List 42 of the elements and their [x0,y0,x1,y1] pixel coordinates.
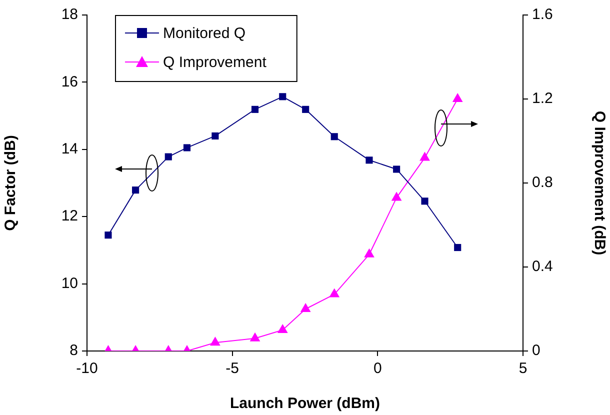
y2-tick-label: 0 [532,342,540,360]
point [132,186,140,194]
y2-tick-label: 0.8 [532,174,553,192]
point [164,153,172,160]
y2-tick-label: 1.2 [532,90,553,108]
x-tick-label: -5 [226,360,240,378]
point [391,192,402,201]
y2-axis-title: Q Improvement (dB) [590,110,608,256]
point [364,248,374,258]
point [212,132,219,140]
point [329,288,340,298]
y-axis-title: Q Factor (dB) [2,135,20,231]
point [277,324,288,333]
point [210,336,220,346]
point [250,332,260,342]
x-tick-label: 5 [518,360,528,378]
point [454,244,462,252]
x-tick-label: 0 [373,360,382,378]
point [300,303,311,312]
legend-label: Q Improvement [163,54,268,72]
point [393,166,400,173]
y-tick-label: 16 [61,73,78,90]
y-tick-label: 8 [70,342,78,360]
y2-tick-label: 1.6 [532,6,553,24]
point [366,156,373,164]
y-tick-label: 12 [61,208,78,225]
point [104,232,112,239]
point [251,106,259,113]
legend-label: Monitored Q [163,25,246,42]
point [420,152,430,161]
point [302,106,310,113]
x-tick-label: -10 [76,360,98,378]
point [452,93,463,102]
point [183,144,191,152]
y-tick-label: 18 [61,6,78,24]
point [421,198,428,205]
x-axis-title: Launch Power (dBm) [230,395,380,412]
y-tick-label: 10 [61,274,78,292]
y2-tick-label: 0.4 [532,258,553,276]
y-tick-label: 14 [61,140,78,158]
point [330,133,338,140]
point [279,93,286,100]
